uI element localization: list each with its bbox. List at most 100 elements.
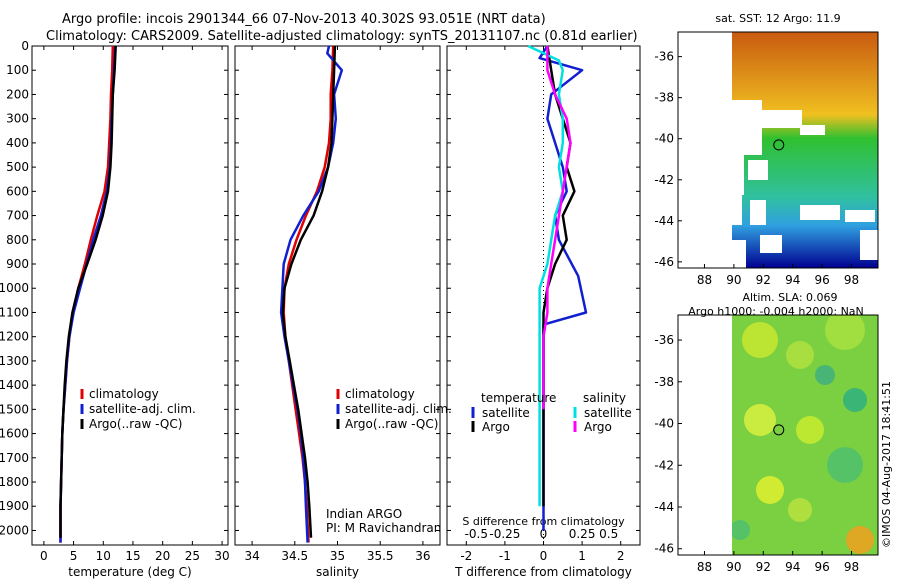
cloud-gap [760, 235, 782, 253]
x-axis-label: temperature (deg C) [68, 565, 191, 579]
series-line-0 [282, 45, 335, 543]
y-tick-label: -38 [654, 91, 674, 105]
map-title: Altim. SLA: 0.069 [742, 291, 837, 304]
x-tick-label: 90 [726, 560, 741, 574]
series-line-1 [542, 45, 576, 507]
y-tick-label: 300 [6, 112, 29, 126]
x-tick-label: 88 [697, 560, 712, 574]
y-tick-label: 1900 [0, 499, 29, 513]
x-tick-label: 98 [844, 560, 859, 574]
series-line-1 [279, 45, 344, 543]
x-tick-label: 5 [70, 549, 78, 563]
x-axis-label: T difference from climatology [454, 565, 632, 579]
panel-frame [31, 45, 229, 546]
sla-anomaly [846, 526, 874, 554]
legend-label: satellite-adj. clim. [89, 402, 196, 416]
y-tick-label: 800 [6, 233, 29, 247]
legend-label: Argo(..raw -QC) [345, 417, 438, 431]
x2-tick-label: 0.5 [599, 527, 618, 541]
argo-position-marker [773, 424, 785, 436]
x-tick-label: 10 [96, 549, 111, 563]
sla-anomaly [827, 447, 863, 483]
x-axis-label: salinity [316, 565, 359, 579]
cloud-gap [732, 100, 762, 155]
x-tick-label: 15 [125, 549, 140, 563]
cloud-gap [860, 230, 878, 260]
credit-text: ©IMOS 04-Aug-2017 18:41:51 [880, 381, 893, 548]
y-tick-label: 2000 [0, 523, 29, 537]
cloud-gap [800, 205, 840, 220]
argo-position-marker [773, 139, 785, 151]
title-line-2: Climatology: CARS2009. Satellite-adjuste… [46, 29, 638, 44]
legend-label: Argo [584, 420, 612, 434]
series-line-2 [281, 45, 337, 538]
y-tick-label: -46 [654, 255, 674, 269]
y-tick-label: 1200 [0, 330, 29, 344]
series-line-1 [59, 45, 117, 543]
cloud-gap [748, 160, 768, 180]
legend-label: climatology [89, 387, 159, 401]
sla-anomaly [796, 416, 824, 444]
x-tick-label: -1 [499, 549, 511, 563]
y-tick-label: -36 [654, 50, 674, 64]
map-sla_map: -36 -38 -40 -42 -44 -46 88 90 92 94 96 98 Altim. SLA… [654, 291, 879, 574]
x-tick-label: 96 [814, 560, 829, 574]
legend-label: Argo(..raw -QC) [89, 417, 182, 431]
y-tick-label: 1800 [0, 475, 29, 489]
cloud-gap [800, 125, 825, 135]
cloud-gap [762, 110, 802, 128]
legend-label: satellite [482, 406, 530, 420]
y-tick-label: -42 [654, 458, 674, 472]
x-tick-label: 96 [814, 273, 829, 287]
panel-frame [234, 45, 441, 546]
x-tick-label: 98 [844, 273, 859, 287]
y-tick-label: 1400 [0, 378, 29, 392]
x-tick-label: 34.5 [281, 549, 308, 563]
map-frame [677, 31, 879, 269]
y-tick-label: 1600 [0, 427, 29, 441]
sla-anomaly [756, 476, 784, 504]
sla-anomaly [788, 498, 812, 522]
series-line-2 [527, 44, 565, 507]
map-sst_map: -36 -38 -40 -42 -44 -46 88 90 92 94 96 98 sat. SST: … [654, 12, 879, 287]
y-tick-label: -44 [654, 500, 674, 514]
cloud-gap [732, 240, 746, 268]
y-tick-label: 900 [6, 257, 29, 271]
y-tick-label: -44 [654, 214, 674, 228]
y-tick-label: 0 [21, 39, 29, 53]
map-title: sat. SST: 12 Argo: 11.9 [715, 12, 840, 25]
cloud-gap [845, 210, 875, 222]
y-tick-label: 400 [6, 136, 29, 150]
x-tick-label: 94 [785, 273, 800, 287]
series-line-3 [542, 46, 572, 410]
legend-title: temperature [481, 391, 556, 405]
legend-title: salinity [583, 391, 626, 405]
sla-anomaly [744, 404, 776, 436]
sla-anomaly [825, 315, 865, 350]
legend-label: Argo [482, 420, 510, 434]
legend-label: satellite [584, 406, 632, 420]
x-tick-label: -2 [460, 549, 472, 563]
x-tick-label: 35 [330, 549, 345, 563]
y-tick-label: -46 [654, 542, 674, 556]
cloud-gap [732, 155, 744, 195]
x-tick-label: 88 [697, 273, 712, 287]
series-line-2 [59, 45, 117, 538]
y-tick-label: 600 [6, 184, 29, 198]
y-tick-label: 1700 [0, 451, 29, 465]
sla-anomaly [843, 388, 867, 412]
sla-anomaly [732, 520, 750, 540]
y-tick-label: 700 [6, 209, 29, 223]
y-tick-label: 1500 [0, 402, 29, 416]
y-tick-label: -38 [654, 375, 674, 389]
series-line-0 [59, 45, 115, 543]
x-tick-label: 34 [244, 549, 259, 563]
panel-temperature: 0100200300400500600700800900100011001200… [0, 39, 230, 579]
x-tick-label: 20 [155, 549, 170, 563]
x2-tick-label: -0.5 [465, 527, 488, 541]
map-frame [677, 314, 879, 556]
sla-anomaly [742, 322, 778, 358]
y-tick-label: 100 [6, 63, 29, 77]
